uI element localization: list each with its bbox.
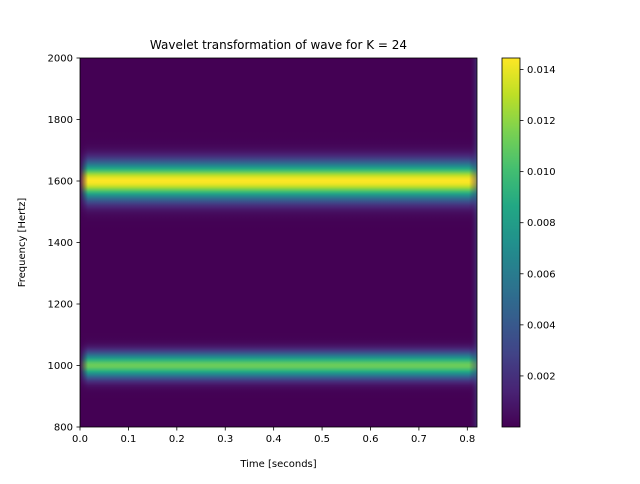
x-tick-label: 0.7 xyxy=(411,434,427,445)
x-tick-label: 0.8 xyxy=(459,434,475,445)
chart-title: Wavelet transformation of wave for K = 2… xyxy=(150,38,407,52)
y-tick-label: 1400 xyxy=(48,238,73,249)
colorbar-frame xyxy=(501,57,521,428)
x-tick-label: 0.0 xyxy=(72,434,88,445)
colorbar: 0.002 0.004 0.006 0.008 0.010 0.012 0.014 xyxy=(501,57,556,428)
x-tick-label: 0.5 xyxy=(314,434,330,445)
y-tick-label: 1800 xyxy=(48,115,73,126)
x-axis-label: Time [seconds] xyxy=(239,459,316,470)
x-tick-label: 0.2 xyxy=(169,434,185,445)
plot-area xyxy=(80,58,477,427)
x-tick-label: 0.6 xyxy=(363,434,379,445)
colorbar-tick-label: 0.004 xyxy=(527,320,556,331)
colorbar-tick-label: 0.002 xyxy=(527,371,556,382)
colorbar-ticks: 0.002 0.004 0.006 0.008 0.010 0.012 0.014 xyxy=(520,65,556,382)
colorbar-bar xyxy=(502,58,520,427)
y-tick-label: 800 xyxy=(54,423,73,434)
y-axis: 800 1000 1200 1400 1600 1800 2000 xyxy=(48,54,80,434)
colorbar-tick-label: 0.014 xyxy=(527,65,556,76)
edge-effect-left xyxy=(80,58,88,427)
x-tick-label: 0.4 xyxy=(266,434,282,445)
colorbar-tick-label: 0.008 xyxy=(527,218,556,229)
colorbar-tick-label: 0.012 xyxy=(527,116,556,127)
x-tick-label: 0.1 xyxy=(120,434,136,445)
x-tick-label: 0.3 xyxy=(217,434,233,445)
y-tick-label: 1200 xyxy=(48,300,73,311)
x-axis: 0.0 0.1 0.2 0.3 0.4 0.5 0.6 0.7 0.8 xyxy=(72,427,475,445)
y-tick-label: 2000 xyxy=(48,54,73,65)
y-tick-label: 1600 xyxy=(48,177,73,188)
edge-effect-right xyxy=(469,58,477,427)
y-axis-label: Frequency [Hertz] xyxy=(17,198,28,288)
colorbar-tick-label: 0.006 xyxy=(527,269,556,280)
heatmap xyxy=(80,58,477,427)
y-tick-label: 1000 xyxy=(48,361,73,372)
colorbar-tick-label: 0.010 xyxy=(527,167,556,178)
